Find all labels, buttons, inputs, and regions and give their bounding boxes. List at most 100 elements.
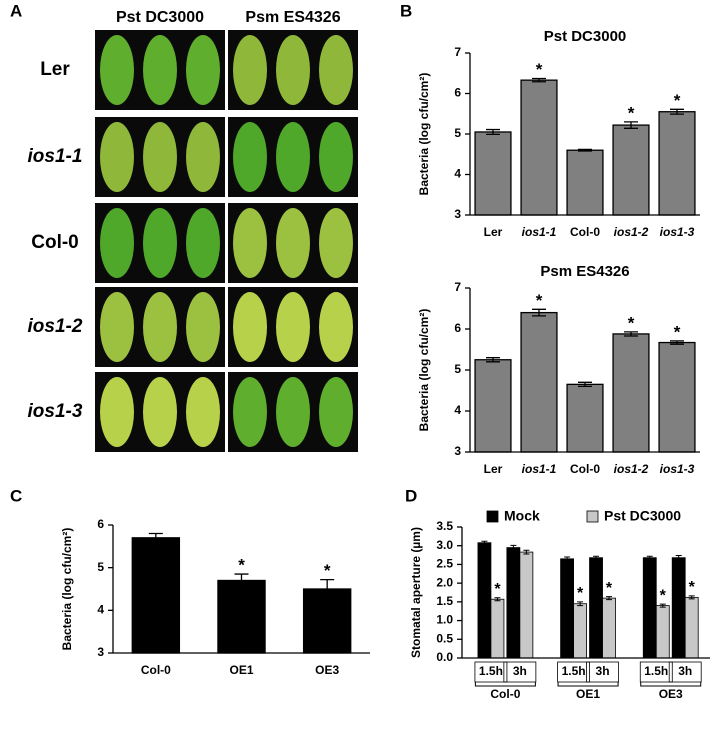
bar	[490, 598, 505, 659]
y-tick-label: 6	[97, 517, 104, 531]
x-tick-label: Col-0	[570, 462, 600, 476]
row-label: Ler	[40, 59, 70, 80]
bar	[520, 79, 558, 216]
x-tick-label: OE3	[315, 663, 339, 677]
bar	[573, 603, 587, 659]
x-tick-label: Col-0	[570, 225, 600, 239]
y-tick-label: 2.0	[436, 575, 453, 589]
bar	[217, 579, 266, 654]
error-bar	[593, 555, 600, 560]
bar	[612, 124, 650, 216]
y-tick-label: 3	[454, 207, 461, 221]
x-tick-label: Ler	[484, 225, 503, 239]
y-tick-label: 1.5	[436, 594, 453, 608]
x-tick-label: 3h	[513, 664, 527, 678]
leaf	[233, 208, 267, 278]
y-axis-label: Bacteria (log cfu/cm²)	[60, 528, 74, 651]
error-bar	[688, 595, 695, 600]
bar	[519, 551, 534, 659]
significance-mark: *	[674, 322, 681, 341]
leaf	[319, 35, 353, 105]
y-tick-label: 4	[97, 603, 104, 617]
leaf	[186, 35, 220, 105]
bar	[658, 341, 696, 453]
column-header: Pst DC3000	[116, 9, 204, 26]
y-tick-label: 5	[454, 362, 461, 376]
bar	[302, 588, 352, 654]
bar	[131, 537, 181, 654]
leaf	[233, 292, 267, 362]
y-tick-label: 3.0	[436, 538, 453, 552]
group-bracket	[640, 682, 702, 687]
leaf	[186, 208, 220, 278]
row-label: ios1-2	[28, 316, 83, 337]
y-tick-label: 7	[454, 280, 461, 294]
y-axis-label: Stomatal aperture (µm)	[409, 527, 423, 658]
x-tick-label: Col-0	[141, 663, 171, 677]
y-axis-label: Bacteria (log cfu/cm²)	[417, 309, 431, 432]
leaf	[233, 377, 267, 447]
bar	[671, 557, 686, 659]
leaf	[276, 377, 310, 447]
x-tick-label: ios1-1	[522, 225, 557, 239]
error-bar	[578, 381, 592, 388]
row-label: Col-0	[31, 232, 79, 253]
bar	[474, 131, 512, 216]
bar	[560, 558, 574, 659]
leaf	[143, 292, 177, 362]
bar	[506, 547, 521, 659]
leaf	[100, 35, 134, 105]
leaf	[276, 292, 310, 362]
error-bar	[659, 603, 666, 608]
significance-mark: *	[536, 60, 543, 79]
y-tick-label: 2.5	[436, 557, 453, 571]
panel-label: B	[400, 1, 412, 20]
leaf	[233, 35, 267, 105]
category-box	[639, 661, 673, 683]
category-box	[474, 661, 508, 683]
leaf	[143, 35, 177, 105]
y-tick-label: 7	[454, 45, 461, 59]
error-bar	[494, 597, 501, 602]
leaf	[143, 208, 177, 278]
significance-mark: *	[238, 556, 245, 575]
leaf	[186, 292, 220, 362]
bar	[684, 596, 699, 659]
x-tick-label: 1.5h	[644, 664, 668, 678]
y-tick-label: 3.5	[436, 519, 453, 533]
group-bracket	[474, 682, 536, 687]
row-label: ios1-1	[28, 146, 83, 167]
chart-title: Pst DC3000	[544, 28, 627, 45]
significance-mark: *	[628, 313, 635, 332]
error-bar	[577, 601, 584, 607]
bar	[602, 597, 616, 659]
x-tick-label: ios1-2	[614, 225, 649, 239]
error-bar	[578, 148, 592, 152]
error-bar	[523, 549, 530, 555]
legend-label: Mock	[504, 508, 540, 524]
bar	[612, 333, 650, 453]
significance-mark: *	[674, 91, 681, 110]
leaf	[143, 377, 177, 447]
significance-mark: *	[324, 561, 331, 580]
error-bar	[670, 108, 684, 115]
column-header: Psm ES4326	[245, 9, 340, 26]
leaf	[100, 122, 134, 192]
leaf	[276, 208, 310, 278]
bar	[477, 542, 492, 659]
bar	[589, 557, 603, 659]
x-tick-label: 1.5h	[562, 664, 586, 678]
leaf	[100, 208, 134, 278]
y-axis-label: Bacteria (log cfu/cm²)	[417, 73, 431, 196]
leaf	[100, 292, 134, 362]
leaf	[319, 122, 353, 192]
legend-swatch	[486, 510, 499, 523]
significance-mark: *	[606, 580, 613, 597]
leaf	[319, 292, 353, 362]
y-tick-label: 6	[454, 86, 461, 100]
x-tick-label: ios1-3	[660, 225, 695, 239]
category-box	[668, 661, 702, 683]
error-bar	[624, 331, 638, 337]
group-bracket	[557, 682, 619, 687]
